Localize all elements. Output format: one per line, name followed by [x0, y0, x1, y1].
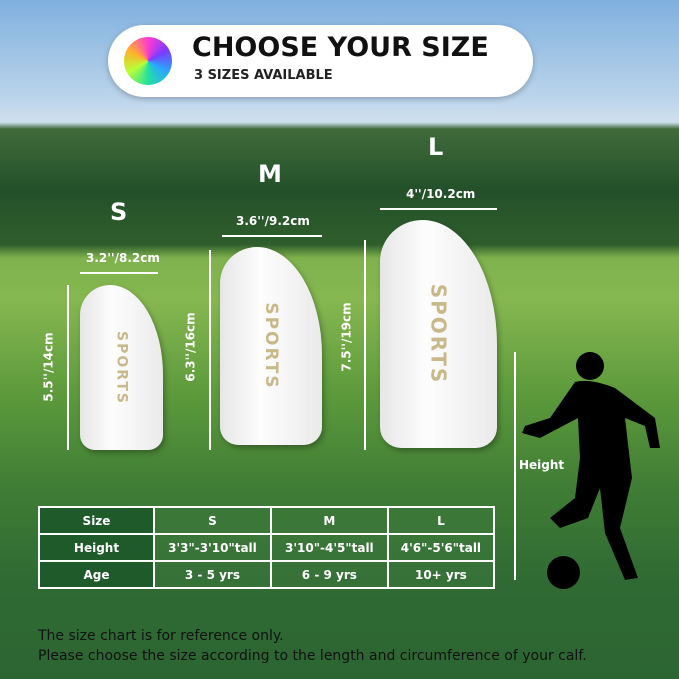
page-subtitle: 3 SIZES AVAILABLE — [194, 68, 333, 83]
width-label-s: 3.2''/8.2cm — [86, 251, 160, 265]
size-table: Size S M L Height 3'3"-3'10"tall 3'10"-4… — [38, 506, 496, 589]
table-cell: 3'10"-4'5"tall — [269, 533, 389, 562]
table-cell: 10+ yrs — [386, 560, 496, 589]
table-cell: M — [269, 506, 389, 535]
table-cell: L — [386, 506, 496, 535]
table-cell: 3 - 5 yrs — [153, 560, 272, 589]
width-label-l: 4''/10.2cm — [406, 187, 476, 201]
height-label: Height — [519, 458, 565, 472]
soccer-ball-icon — [124, 37, 172, 85]
length-label-m: 6.3''/16cm — [183, 312, 198, 382]
footer-note-1: The size chart is for reference only. — [38, 628, 284, 644]
title-banner — [108, 25, 533, 97]
width-arrow-l — [380, 208, 497, 210]
width-arrow-s — [80, 272, 158, 274]
size-label-s: S — [110, 198, 128, 226]
table-cell: Size — [38, 506, 155, 535]
length-label-s: 5.5''/14cm — [41, 332, 56, 402]
shin-guard-l: SPORTS — [380, 220, 497, 448]
table-row: Height 3'3"-3'10"tall 3'10"-4'5"tall 4'6… — [38, 533, 496, 562]
footer-note-2: Please choose the size according to the … — [38, 648, 587, 664]
table-cell: Height — [38, 533, 155, 562]
size-label-m: M — [258, 160, 282, 188]
width-label-m: 3.6''/9.2cm — [236, 214, 310, 228]
table-cell: S — [153, 506, 272, 535]
height-arrow — [514, 352, 516, 580]
soccer-ball — [547, 556, 580, 589]
player-silhouette-icon — [522, 352, 660, 580]
size-label-l: L — [428, 133, 444, 161]
shin-guard-s: SPORTS — [80, 285, 163, 450]
width-arrow-m — [222, 235, 322, 237]
table-cell: Age — [38, 560, 155, 589]
length-arrow-l — [364, 240, 366, 450]
page-title: CHOOSE YOUR SIZE — [192, 32, 489, 63]
table-cell: 6 - 9 yrs — [269, 560, 389, 589]
shin-guard-m: SPORTS — [220, 247, 322, 445]
table-row: Age 3 - 5 yrs 6 - 9 yrs 10+ yrs — [38, 560, 496, 589]
table-row: Size S M L — [38, 506, 496, 535]
table-cell: 3'3"-3'10"tall — [153, 533, 272, 562]
length-arrow-m — [209, 250, 211, 450]
table-cell: 4'6"-5'6"tall — [386, 533, 496, 562]
length-label-l: 7.5''/19cm — [339, 302, 354, 372]
length-arrow-s — [67, 285, 69, 450]
